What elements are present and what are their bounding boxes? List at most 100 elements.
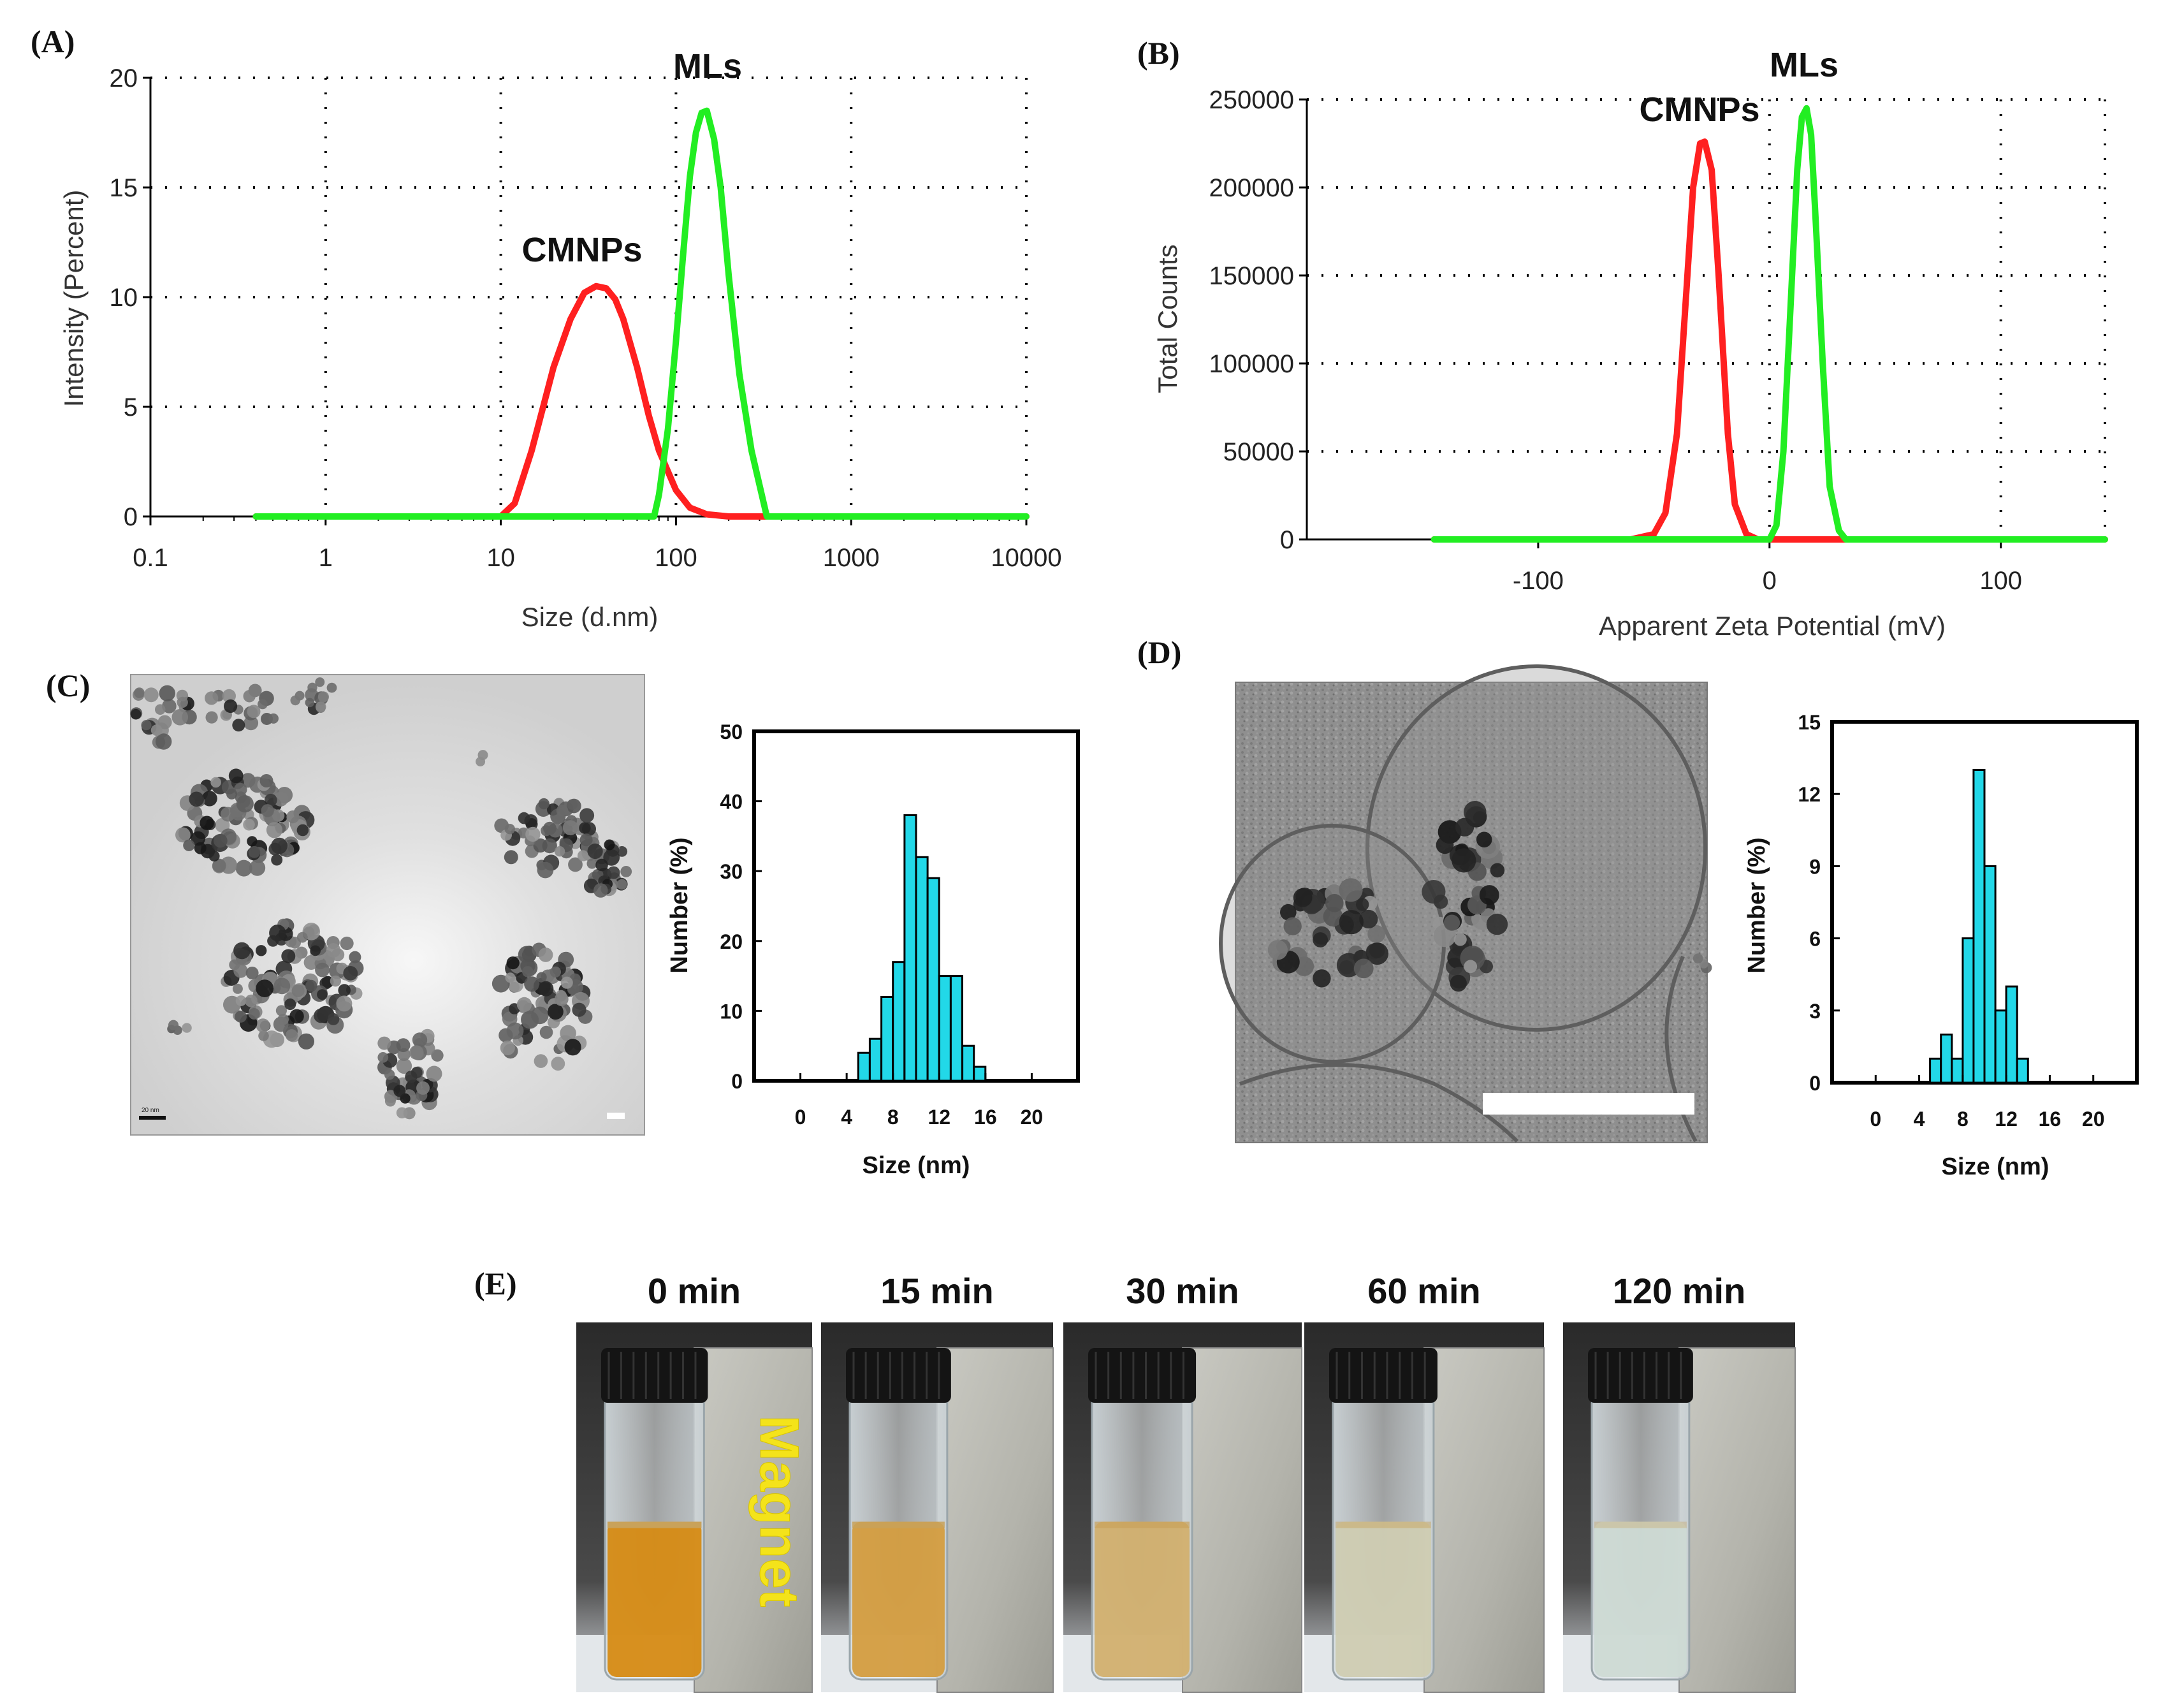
chart-a-series-mls (252, 107, 1030, 520)
chart-b-grid (1307, 98, 2106, 539)
time-label-1: 15 min (880, 1271, 993, 1311)
hist-d-xtick-4: 16 (2039, 1108, 2062, 1131)
hist-c-ytick-1: 10 (720, 1000, 743, 1023)
vial-cap (601, 1348, 708, 1403)
hist-c-ytick-4: 40 (720, 791, 743, 814)
chart-b-x-ticks: -100 0 100 (1513, 539, 2022, 595)
zeta-potential-chart: -100 0 100 050000100000150000200000250000 … (1153, 46, 2108, 641)
scale-marker-c (607, 1113, 625, 1119)
chart-b-y-ticks: 0 50000 100000 150000 200000 250000 (1209, 86, 1307, 554)
chart-b-ytick-2: 100000 (1209, 350, 1294, 378)
chart-a-ytick-1: 5 (124, 393, 138, 421)
chart-a-y-ticks: 0 5 10 15 20 (110, 64, 150, 531)
hist-c-bar (938, 975, 952, 1082)
hist-c-bar (949, 975, 964, 1082)
photo-3: 60 min (1304, 1271, 1545, 1693)
time-label-4: 120 min (1613, 1271, 1746, 1311)
chart-a-axes (149, 78, 1026, 518)
magnet-block (1678, 1347, 1796, 1693)
vial-liquid (1095, 1521, 1190, 1677)
chart-a-series (252, 107, 1030, 520)
hist-c-bar (892, 961, 906, 1082)
histogram-d-xlabel: Size (nm) (1942, 1153, 2049, 1180)
photo-4: 120 min (1563, 1271, 1796, 1693)
magnet-block (1423, 1347, 1545, 1693)
chart-a-annotation-mls: MLs (673, 47, 742, 85)
hist-c-bar (880, 996, 894, 1082)
scale-bar-d (1483, 1093, 1694, 1115)
chart-a-series-cmnps (252, 282, 1030, 520)
vial-cap (1088, 1348, 1197, 1403)
chart-a-annotation-cmnps: CMNPs (521, 231, 642, 269)
time-label-2: 30 min (1126, 1271, 1239, 1311)
chart-a-ytick-3: 15 (110, 174, 138, 202)
time-label-3: 60 min (1367, 1271, 1480, 1311)
panel-label-b: (B) (1137, 35, 1180, 71)
hist-d-xtick-2: 8 (1957, 1108, 1969, 1131)
panel-label-a: (A) (31, 24, 75, 59)
hist-c-ytick-0: 0 (731, 1070, 743, 1093)
chart-a-xtick-2: 10 (486, 544, 515, 572)
chart-b-xtick-0: -100 (1513, 567, 1564, 595)
hist-d-ytick-3: 9 (1809, 855, 1821, 878)
chart-b-ytick-4: 200000 (1209, 174, 1294, 202)
tem-image-c: 20 nm (130, 674, 645, 1136)
hist-d-bar (1929, 1057, 1942, 1084)
scale-bar-c (139, 1116, 166, 1120)
chart-b-annotation-cmnps: CMNPs (1639, 91, 1759, 129)
hist-c-xtick-1: 4 (841, 1106, 852, 1129)
hist-c-bar (857, 1051, 871, 1082)
size-histogram-d: 0 4 8 12 16 20 0 3 6 9 12 15 Size (nm) Number (%) (1744, 711, 2139, 1180)
hist-c-bar (868, 1037, 883, 1082)
hist-c-xtick-2: 8 (887, 1106, 899, 1129)
scale-bar-c-text: 20 nm (142, 1107, 159, 1114)
chart-a-ytick-4: 20 (110, 64, 138, 92)
vial-cap (1588, 1348, 1693, 1403)
chart-a-xtick-4: 1000 (823, 544, 880, 572)
histogram-c-x-ticks: 0 4 8 12 16 20 (795, 1073, 1044, 1129)
photo-2: 30 min (1063, 1271, 1302, 1693)
chart-b-ytick-1: 50000 (1223, 438, 1294, 466)
hist-d-bar (1951, 1057, 1964, 1084)
magnetic-separation-photos: 0 min 15 min 30 min 60 min 120 min (576, 1271, 1796, 1693)
hist-d-xtick-1: 4 (1914, 1108, 1925, 1131)
hist-c-xtick-4: 16 (974, 1106, 997, 1129)
chart-b-series (1431, 105, 2108, 543)
vial-liquid (852, 1521, 945, 1677)
photo-1: 15 min (821, 1271, 1054, 1693)
hist-c-bar (915, 856, 929, 1082)
hist-d-bar (1983, 865, 1997, 1084)
hist-c-bar (973, 1065, 987, 1082)
magnet-block (1182, 1347, 1302, 1693)
chart-a-xtick-0: 0.1 (133, 544, 168, 572)
nanoparticle-clusters (130, 677, 632, 1120)
hist-c-xtick-5: 20 (1021, 1106, 1044, 1129)
size-histogram-c: 0 4 8 12 16 20 0 10 20 30 40 50 Size (nm) Number (… (666, 721, 1080, 1179)
hist-d-bar (1972, 769, 1986, 1084)
hist-c-bar (903, 814, 917, 1082)
hist-c-bar (926, 877, 940, 1082)
hist-d-ytick-5: 15 (1798, 711, 1821, 734)
chart-a-ylabel: Intensity (Percent) (59, 190, 89, 407)
chart-a-ytick-0: 0 (124, 503, 138, 531)
vial-liquid (1336, 1521, 1431, 1677)
hist-d-ytick-4: 12 (1798, 783, 1821, 806)
chart-b-axes (1306, 99, 2105, 541)
hist-c-xtick-0: 0 (795, 1106, 806, 1129)
hist-c-xtick-3: 12 (928, 1106, 950, 1129)
hist-c-ytick-5: 50 (720, 721, 743, 743)
photo-0: 0 min (576, 1271, 813, 1693)
chart-a-xtick-3: 100 (655, 544, 697, 572)
histogram-d-x-ticks: 0 4 8 12 16 20 (1870, 1075, 2105, 1131)
hist-c-ytick-3: 30 (720, 860, 743, 883)
hist-d-bar (2016, 1057, 2029, 1084)
hist-d-bar (1994, 1009, 2007, 1084)
histogram-d-ylabel: Number (%) (1744, 837, 1770, 973)
histogram-d-bars (1929, 769, 2029, 1084)
hist-d-ytick-0: 0 (1809, 1072, 1821, 1095)
magnet-label: Magnet (748, 1416, 810, 1607)
chart-b-annotation-mls: MLs (1770, 46, 1838, 84)
chart-b-ylabel: Total Counts (1153, 244, 1183, 393)
chart-a-grid (150, 77, 1028, 516)
